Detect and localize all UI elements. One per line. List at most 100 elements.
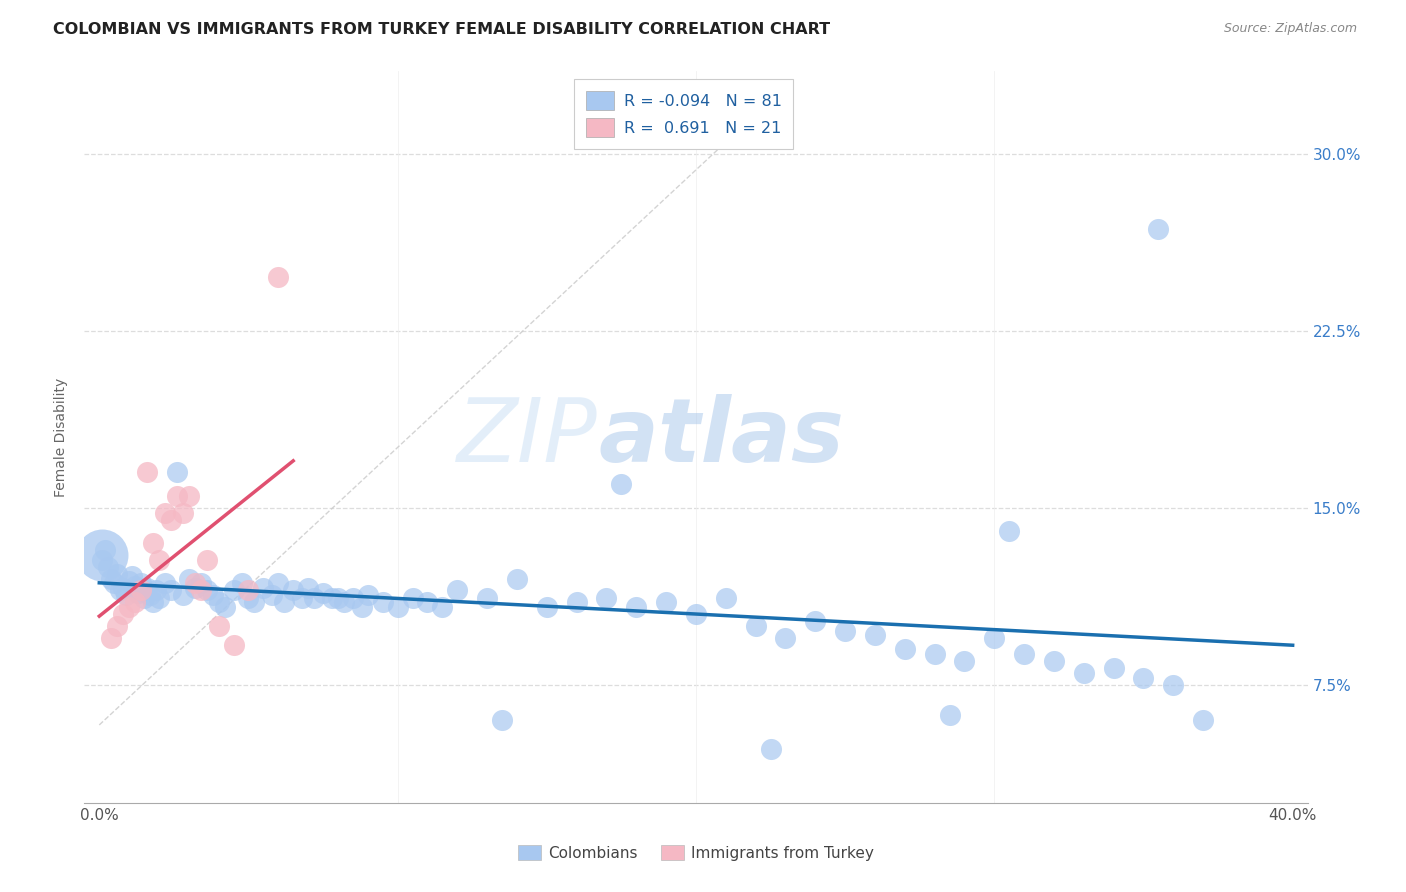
Point [97,559,120,574]
Point [1163,678,1185,692]
Text: Source: ZipAtlas.com: Source: ZipAtlas.com [1223,22,1357,36]
Point [273,595,295,609]
Point [321,591,343,605]
Point [148,553,170,567]
Point [350,599,373,614]
Point [326,591,349,605]
Point [924,647,946,661]
Point [491,713,513,727]
Point [626,599,648,614]
Text: ZIP: ZIP [457,394,598,480]
Point [160,513,183,527]
Point [267,269,290,284]
Point [297,581,319,595]
Point [112,581,135,595]
Point [148,591,170,605]
Point [333,595,356,609]
Point [136,466,159,480]
Point [291,591,314,605]
Point [132,591,155,605]
Point [190,583,212,598]
Point [190,576,212,591]
Point [565,595,588,609]
Point [127,586,149,600]
Point [94,543,117,558]
Point [129,583,152,598]
Point [401,591,423,605]
Point [115,588,138,602]
Point [744,619,766,633]
Point [834,624,856,638]
Point [195,583,218,598]
Point [121,569,143,583]
Point [312,586,335,600]
Point [231,576,253,591]
Point [1192,713,1215,727]
Point [184,576,207,591]
Point [201,588,224,602]
Point [153,576,176,591]
Point [105,619,128,633]
Point [172,588,194,602]
Point [610,477,633,491]
Point [105,566,128,581]
Point [1102,661,1125,675]
Point [252,581,274,595]
Point [357,588,380,602]
Point [243,595,266,609]
Point [207,595,229,609]
Point [1147,222,1170,236]
Point [267,576,290,591]
Point [371,595,394,609]
Point [139,588,162,602]
Point [475,591,498,605]
Point [775,631,797,645]
Point [100,631,122,645]
Point [759,741,782,756]
Point [160,583,183,598]
Point [129,576,152,591]
Point [283,583,305,598]
Point [983,631,1005,645]
Point [685,607,707,621]
Point [432,599,454,614]
Point [124,579,146,593]
Point [222,583,245,598]
Point [387,599,409,614]
Point [938,708,960,723]
Point [166,489,188,503]
Point [153,506,176,520]
Point [446,583,468,598]
Point [342,591,364,605]
Text: COLOMBIAN VS IMMIGRANTS FROM TURKEY FEMALE DISABILITY CORRELATION CHART: COLOMBIAN VS IMMIGRANTS FROM TURKEY FEMA… [53,22,831,37]
Point [1132,671,1154,685]
Point [118,574,141,588]
Point [172,506,194,520]
Point [506,572,529,586]
Point [416,595,439,609]
Point [100,572,122,586]
Point [595,591,617,605]
Point [714,591,737,605]
Point [262,588,284,602]
Point [238,591,260,605]
Point [166,466,188,480]
Point [112,607,135,621]
Point [184,581,207,595]
Point [124,595,146,609]
Point [214,599,236,614]
Point [536,599,558,614]
Point [804,614,827,628]
Point [103,576,125,591]
Point [998,524,1021,539]
Point [142,536,165,550]
Point [1073,666,1095,681]
Point [863,628,886,642]
Point [655,595,678,609]
Point [1012,647,1035,661]
Point [302,591,325,605]
Point [238,583,260,598]
Point [894,642,917,657]
Point [136,581,159,595]
Point [177,489,200,503]
